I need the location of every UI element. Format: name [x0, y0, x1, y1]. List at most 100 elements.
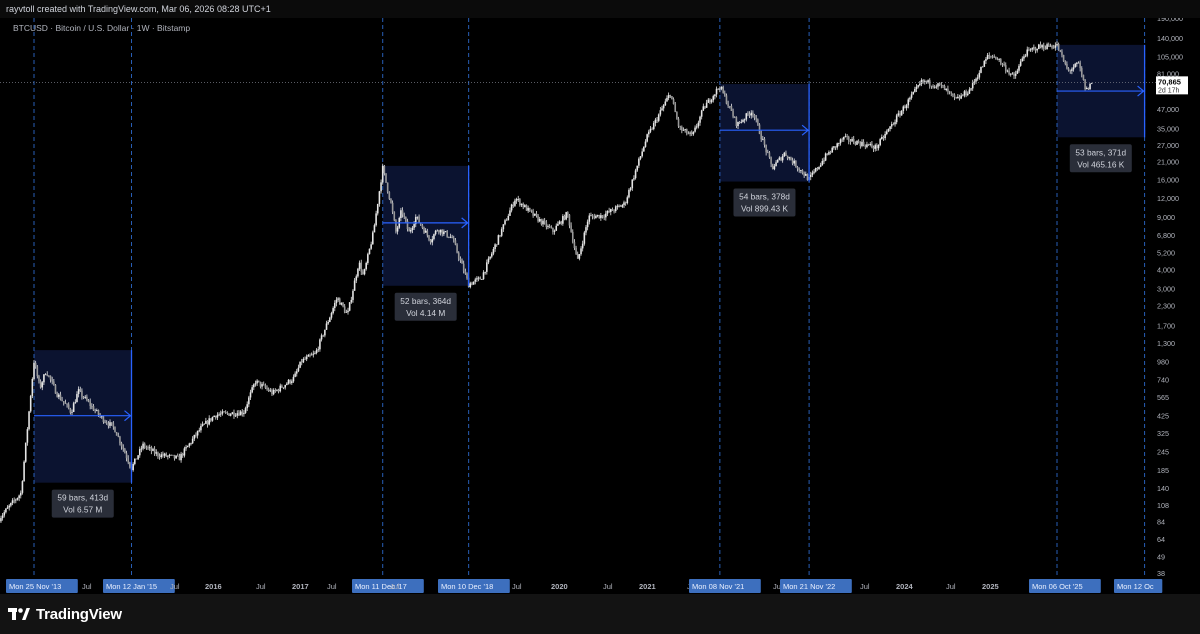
candle-body	[239, 411, 242, 416]
candle-body	[137, 455, 139, 460]
candle-body	[576, 253, 579, 259]
candle-body	[413, 224, 415, 228]
candle-body	[31, 379, 34, 397]
candle-body	[388, 191, 391, 199]
candle-body	[152, 448, 154, 451]
candle-body	[21, 481, 24, 493]
time-tick-label: Mon 10 Dec '18	[441, 582, 493, 591]
candle-body	[567, 212, 569, 215]
drawdown-range-boxes	[34, 44, 1145, 483]
candle-body	[378, 191, 381, 204]
candle-body	[448, 236, 450, 238]
candle-body	[1064, 61, 1067, 64]
candle-body	[780, 157, 782, 161]
candle-body	[980, 66, 982, 73]
candle-body	[580, 248, 582, 255]
candle-body	[722, 86, 724, 93]
candle-body	[203, 423, 206, 425]
candle-body	[509, 210, 511, 216]
candle-body	[309, 354, 311, 356]
range-bars-label: 52 bars, 364d	[400, 296, 451, 306]
last-price-countdown: 2d 17h	[1158, 87, 1180, 94]
candle-body	[806, 174, 809, 180]
candle-body	[568, 214, 571, 226]
candle-body	[110, 422, 113, 424]
candle-body	[514, 200, 516, 206]
candle-body	[542, 220, 544, 225]
candle-body	[1084, 79, 1086, 90]
candle-body	[325, 323, 328, 330]
candle-body	[486, 262, 488, 272]
candle-body	[932, 85, 934, 88]
candle-body	[953, 94, 956, 97]
candle-body	[233, 412, 235, 416]
range-labels: 59 bars, 413d Vol 6.57 M 52 bars, 364d Vol …	[51, 144, 1132, 518]
candle-body	[821, 161, 824, 166]
last-price-badge	[1156, 76, 1188, 95]
candle-body	[943, 85, 946, 91]
candle-body	[933, 86, 936, 88]
candle-body	[843, 136, 845, 140]
btc-weekly-chart[interactable]: 190,000140,000105,00081,00063,00047,0003…	[0, 0, 1200, 594]
candle-body	[191, 438, 194, 444]
candle-body	[3, 512, 6, 516]
candle-body	[606, 210, 609, 214]
candle-body	[638, 158, 640, 166]
candle-body	[887, 128, 890, 132]
candle-body	[517, 198, 520, 200]
candle-body	[914, 89, 916, 92]
candle-body	[881, 137, 883, 140]
candle-body	[586, 221, 589, 228]
range-volume-label: Vol 899.43 K	[741, 204, 789, 214]
drawdown-box[interactable]	[382, 165, 469, 286]
candle-body	[573, 242, 576, 248]
candle-body	[355, 276, 358, 281]
candle-body	[337, 298, 339, 300]
candle-body	[605, 213, 607, 218]
candle-body	[714, 94, 716, 97]
candle-body	[305, 356, 308, 360]
candle-body	[877, 144, 880, 149]
candle-body	[666, 97, 668, 102]
candle-body	[150, 447, 153, 451]
candle-body	[871, 144, 873, 148]
candle-body	[700, 110, 703, 117]
candle-body	[314, 352, 316, 354]
candle-body	[957, 96, 959, 99]
tradingview-logo[interactable]: TradingView	[8, 605, 122, 623]
candle-body	[34, 362, 37, 367]
candle-body	[53, 381, 55, 385]
candle-body	[775, 162, 777, 167]
candle-body	[456, 244, 458, 253]
drawdown-box[interactable]	[34, 350, 132, 483]
candle-body	[904, 106, 906, 109]
candle-body	[380, 182, 382, 192]
candle-body	[185, 447, 187, 449]
candle-body	[1000, 59, 1002, 64]
candle-body	[322, 335, 325, 337]
candle-body	[976, 77, 979, 79]
candle-body	[210, 418, 212, 421]
candle-body	[66, 403, 68, 405]
candle-body	[125, 453, 128, 459]
candle-body	[449, 236, 452, 238]
candle-body	[532, 211, 534, 216]
candle-body	[299, 361, 301, 368]
candle-body	[434, 230, 437, 235]
candle-body	[907, 99, 910, 106]
candle-body	[748, 114, 751, 116]
candle-body	[272, 390, 275, 395]
candle-body	[254, 383, 257, 385]
candle-body	[26, 429, 29, 443]
symbol-legend[interactable]: BTCUSD · Bitcoin / U.S. Dollar · 1W · Bi…	[13, 23, 191, 33]
candle-body	[481, 279, 483, 280]
candle-body	[162, 454, 164, 456]
candle-body	[446, 231, 448, 237]
candle-body	[44, 374, 47, 376]
candle-body	[89, 401, 91, 406]
candle-body	[61, 399, 63, 402]
candle-body	[709, 99, 711, 103]
candle-body	[935, 86, 938, 88]
candle-body	[33, 362, 35, 380]
candle-body	[1074, 63, 1076, 68]
